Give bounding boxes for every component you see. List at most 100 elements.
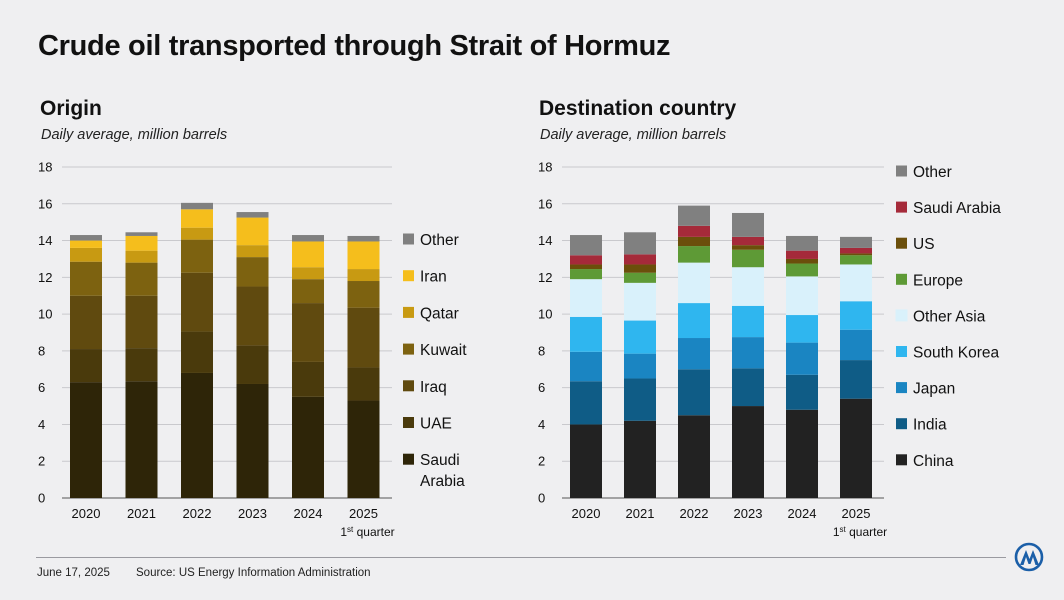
origin-bar-2020-saudi-arabia <box>70 382 102 498</box>
origin-x-tick-label-2022: 2022 <box>183 506 212 521</box>
origin-bar-2024-iran <box>292 241 324 268</box>
origin-bar-2022-qatar <box>181 227 213 240</box>
destination-bar-2021-europe <box>624 272 656 283</box>
origin-bar-2020-kuwait <box>70 261 102 296</box>
destination-bar-2020-saudi-arabia <box>570 255 602 265</box>
origin-bar-2021-other <box>125 232 158 236</box>
destination-bar-2022-japan <box>678 338 710 370</box>
origin-legend-label-other: Other <box>420 232 459 249</box>
origin-bar-2025-iran <box>347 241 380 270</box>
destination-bar-2020-us <box>570 264 602 270</box>
destination-bar-2025-other <box>840 236 872 248</box>
destination-y-tick-label-18: 18 <box>538 160 552 175</box>
destination-x-tick-label-2025: 2025 <box>842 506 871 521</box>
destination-bar-2025-saudi-arabia <box>840 247 872 254</box>
destination-bar-2024-saudi-arabia <box>786 250 818 259</box>
origin-legend-swatch-iran <box>403 270 414 282</box>
destination-bar-2024-other-asia <box>786 276 818 316</box>
destination-y-tick-label-8: 8 <box>538 343 545 358</box>
origin-y-tick-label-10: 10 <box>38 307 52 322</box>
origin-bar-2023-iran <box>236 217 269 246</box>
destination-legend-label-south-korea: South Korea <box>913 345 1000 362</box>
destination-chart-title: Destination country <box>539 97 737 120</box>
origin-bar-2020-uae <box>70 349 102 383</box>
origin-bar-2024-saudi-arabia <box>292 396 324 498</box>
destination-y-tick-label-4: 4 <box>538 417 545 432</box>
destination-bar-2022-china <box>678 415 710 498</box>
origin-bar-2025-other <box>347 235 380 242</box>
destination-y-tick-label-6: 6 <box>538 380 545 395</box>
origin-bar-2021-iraq <box>125 295 158 349</box>
origin-y-tick-label-12: 12 <box>38 270 52 285</box>
destination-legend-swatch-japan <box>896 382 907 394</box>
destination-bar-2020-europe <box>570 269 602 280</box>
destination-legend-label-india: India <box>913 417 947 434</box>
origin-legend-label-saudi-arabia: Saudi Arabia <box>420 452 465 490</box>
origin-x-tick-label-2021: 2021 <box>127 506 156 521</box>
origin-y-tick-label-4: 4 <box>38 417 45 432</box>
destination-bar-2025-us <box>840 253 872 256</box>
origin-bar-2025-kuwait <box>347 281 380 308</box>
destination-x-tick-label-2020: 2020 <box>572 506 601 521</box>
destination-bar-2021-other-asia <box>624 282 656 321</box>
origin-legend-label-uae: UAE <box>420 416 452 433</box>
page-title: Crude oil transported through Strait of … <box>38 30 671 62</box>
destination-y-tick-label-10: 10 <box>538 307 552 322</box>
origin-bar-2020-iran <box>70 240 102 248</box>
origin-bar-2023-iraq <box>236 286 269 346</box>
origin-bar-2022-kuwait <box>181 239 213 273</box>
destination-bar-2024-europe <box>786 263 818 277</box>
origin-bar-2022-uae <box>181 331 213 373</box>
origin-bar-2022-saudi-arabia <box>181 372 213 498</box>
origin-legend-label-iran: Iran <box>420 269 447 286</box>
origin-y-tick-label-18: 18 <box>38 160 52 175</box>
destination-bar-2024-south-korea <box>786 315 818 343</box>
origin-y-tick-label-8: 8 <box>38 343 45 358</box>
destination-bar-2020-other <box>570 235 602 256</box>
origin-x-tick-label-2020: 2020 <box>72 506 101 521</box>
origin-bar-2023-qatar <box>236 245 269 258</box>
origin-bar-2020-iraq <box>70 295 102 350</box>
origin-bar-2021-kuwait <box>125 262 158 296</box>
destination-legend-label-other: Other <box>913 164 952 181</box>
destination-bar-2024-japan <box>786 342 818 375</box>
destination-bar-2020-japan <box>570 351 602 382</box>
destination-bar-2021-us <box>624 264 656 273</box>
destination-bar-2022-india <box>678 369 710 416</box>
origin-category-note: 1st quarter <box>340 525 394 539</box>
footer-date: June 17, 2025 <box>37 567 110 579</box>
destination-legend-label-japan: Japan <box>913 381 955 398</box>
destination-category-note: 1st quarter <box>833 525 887 539</box>
destination-bar-2022-us <box>678 236 710 247</box>
destination-legend-label-saudi-arabia: Saudi Arabia <box>913 200 1001 217</box>
origin-bar-2024-other <box>292 235 324 242</box>
destination-bar-2023-saudi-arabia <box>732 236 764 246</box>
origin-bar-2021-qatar <box>125 250 158 263</box>
destination-bar-2025-japan <box>840 329 872 361</box>
origin-bar-2025-iraq <box>347 307 380 368</box>
destination-x-tick-label-2024: 2024 <box>788 506 817 521</box>
footer-source: Source: US Energy Information Administra… <box>136 567 371 579</box>
destination-bar-2023-europe <box>732 249 764 268</box>
destination-bar-2020-india <box>570 381 602 425</box>
origin-legend-swatch-uae <box>403 417 414 428</box>
origin-legend-label-iraq: Iraq <box>420 379 447 396</box>
destination-legend-swatch-us <box>896 237 907 249</box>
destination-bar-2023-other-asia <box>732 267 764 306</box>
destination-bar-2025-other-asia <box>840 264 872 302</box>
origin-legend-swatch-other <box>403 233 414 245</box>
destination-bar-2021-saudi-arabia <box>624 254 656 265</box>
destination-x-tick-label-2023: 2023 <box>734 506 763 521</box>
origin-legend-swatch-qatar <box>403 306 414 318</box>
origin-bar-2025-uae <box>347 367 380 401</box>
origin-bar-2024-uae <box>292 361 324 397</box>
destination-bar-2024-china <box>786 409 818 498</box>
origin-x-tick-label-2024: 2024 <box>294 506 323 521</box>
origin-legend-swatch-kuwait <box>403 343 414 355</box>
destination-x-tick-label-2021: 2021 <box>626 506 655 521</box>
aa-agency-logo-icon <box>1014 542 1044 572</box>
destination-chart-subtitle: Daily average, million barrels <box>540 127 727 143</box>
destination-bar-2024-other <box>786 235 818 251</box>
